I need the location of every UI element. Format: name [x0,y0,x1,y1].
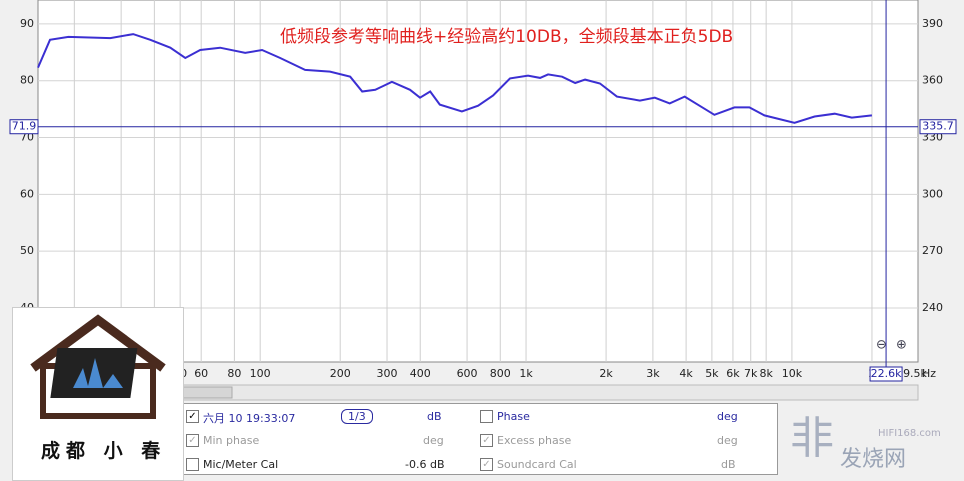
chart: 低频段参考等响曲线+经验高约10DB，全频段基本正负5DB Hz ⊖ ⊕ 405… [9,0,957,401]
x-tick-label: 600 [457,367,478,380]
plot-area [37,0,919,363]
x-tick-label: 80 [227,367,241,380]
x-tick-label: 5k [705,367,719,380]
logo [30,314,166,419]
smoothing[interactable]: 1/3 [341,409,373,424]
watermark-right: ⾮ HIFI168.com 发烧网 [790,415,960,475]
watermark-text: 成都 小 春 [41,440,167,462]
x-tick-label: 8k [759,367,773,380]
y-tick-label: 50 [20,244,34,257]
unit: deg [423,434,444,447]
unit: dB [427,410,442,423]
x-tick-label: 200 [330,367,351,380]
x-tick-label: 400 [410,367,431,380]
unit: deg [717,434,738,447]
value: -0.6 dB [405,458,445,471]
y2-tick-label: 360 [922,74,943,87]
y2-tick-label: 390 [922,17,943,30]
logo-mark: ⾮ [790,413,834,464]
series-line [37,33,873,124]
x-tick-label: 4k [679,367,693,380]
site: HIFI168.com [878,428,941,439]
zoom-out[interactable]: ⊖ [876,338,887,353]
x-tick-label: 3k [646,367,660,380]
legend-item[interactable]: 六月 10 19:33:07 [203,412,296,425]
checkbox[interactable] [480,410,493,423]
x-tick-label: 800 [490,367,511,380]
legend-item[interactable]: Phase [497,410,530,423]
unit: dB [721,458,736,471]
x-tick-label: 6k [726,367,740,380]
x-tick-label: 60 [194,367,208,380]
legend-item[interactable]: Soundcard Cal [497,458,577,471]
x-tick-label: 10k [782,367,803,380]
unit: deg [717,410,738,423]
x-end-label: 9.5k [903,367,927,380]
y2-tick-label: 240 [922,301,943,314]
x-tick-label: 300 [377,367,398,380]
x-tick-label: 100 [250,367,271,380]
legend-item[interactable]: Mic/Meter Cal [203,458,279,471]
legend-panel: ✓ 六月 10 19:33:07 1/3 dB Phase deg ✓ Min … [180,403,778,475]
legend-item[interactable]: Min phase [203,434,260,447]
cursor-y-label-box [9,119,39,135]
cursor-y2-label: 335.7 [922,120,954,133]
annotation: 低频段参考等响曲线+经验高约10DB，全频段基本正负5DB [280,27,733,47]
y2-tick-label: 300 [922,187,943,200]
x-tick-label: 2k [599,367,613,380]
legend-item[interactable]: Excess phase [497,434,572,447]
y-tick-label: 60 [20,187,34,200]
cursor-x-label-box [869,366,903,382]
site-name: 发烧网 [840,447,907,472]
cursor-y-label: 71.9 [12,120,37,133]
cursor-x-label: 22.6k [871,367,902,380]
cursor-y2-label-box [919,119,957,135]
checkbox[interactable] [186,458,199,471]
checkbox[interactable]: ✓ [186,434,199,447]
watermark-left: 成都 小 春 [12,307,184,481]
zoom-in[interactable]: ⊕ [896,338,907,353]
x-tick-label: 1k [519,367,533,380]
x-unit: Hz [922,367,936,380]
x-tick-label: 7k [744,367,758,380]
y-tick-label: 90 [20,17,34,30]
checkbox[interactable]: ✓ [186,410,199,423]
y2-tick-label: 270 [922,244,943,257]
y-tick-label: 80 [20,74,34,87]
checkbox[interactable]: ✓ [480,458,493,471]
checkbox[interactable]: ✓ [480,434,493,447]
